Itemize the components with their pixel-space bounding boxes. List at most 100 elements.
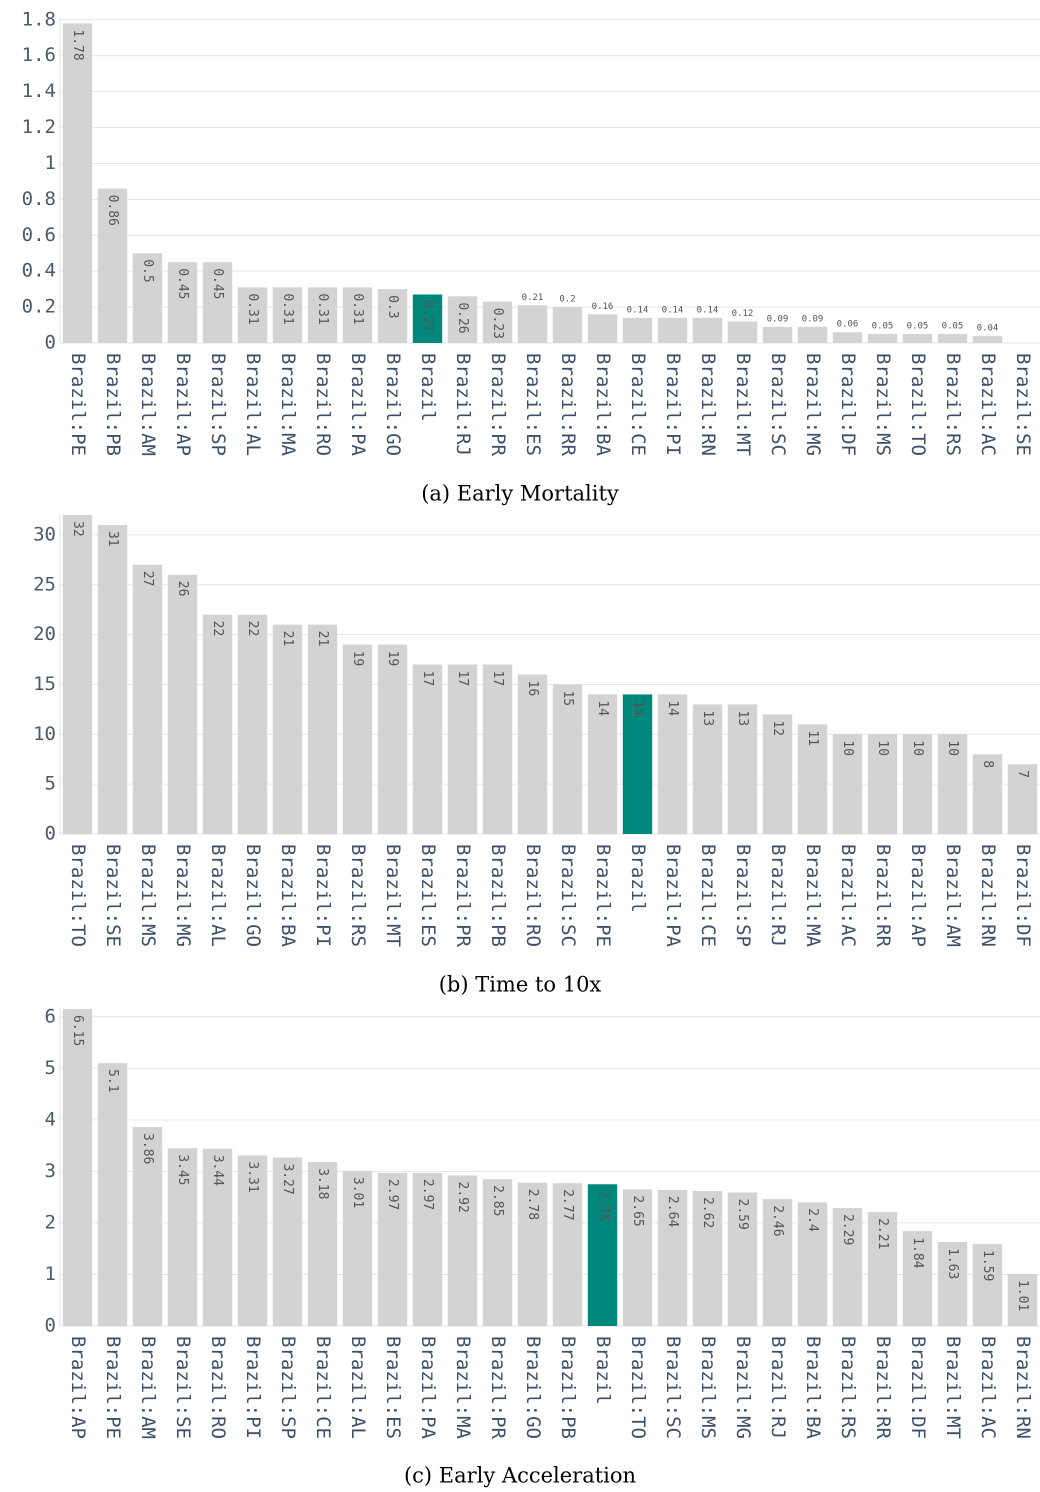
bar: [692, 1190, 723, 1326]
bar: [692, 317, 723, 343]
value-label: 0.14: [662, 305, 684, 315]
value-label: 0.2: [559, 295, 575, 305]
bar: [727, 704, 758, 834]
x-tick-label: Brazil:MA: [277, 353, 299, 457]
x-tick-label: Brazil:SP: [732, 844, 754, 947]
x-tick-label: Brazil:MG: [802, 353, 824, 456]
x-tick-label: Brazil:RJ: [452, 353, 474, 456]
x-tick-label: Brazil:AC: [977, 353, 999, 456]
bar: [797, 724, 828, 834]
value-label: 19: [350, 651, 365, 667]
y-tick-label: 3: [45, 1160, 56, 1182]
y-tick-label: 0: [45, 1315, 56, 1337]
x-tick-label: Brazil:CE: [312, 1336, 334, 1439]
bar: [797, 1202, 828, 1326]
value-label: 3.44: [210, 1155, 225, 1186]
bar: [972, 335, 1003, 343]
bar: [97, 188, 128, 343]
x-tick-label: Brazil:AP: [67, 1336, 89, 1439]
x-tick-label: Brazil:MG: [172, 844, 194, 947]
value-label: 14: [595, 700, 610, 716]
x-tick-label: Brazil:RN: [697, 353, 719, 456]
bar: [902, 334, 933, 343]
x-tick-label: Brazil:AM: [137, 1336, 159, 1439]
bar: [517, 674, 548, 834]
caption: (c) Early Acceleration: [404, 1464, 636, 1488]
value-label: 1.59: [980, 1250, 995, 1281]
x-tick-label: Brazil:TO: [67, 844, 89, 947]
bar: [937, 734, 968, 834]
y-tick-label: 1: [45, 1263, 56, 1285]
value-label: 2.92: [455, 1182, 470, 1213]
x-tick-label: Brazil:AL: [242, 353, 264, 456]
bar: [97, 524, 128, 834]
x-tick-label: Brazil: [627, 844, 649, 913]
bar: [412, 664, 443, 834]
x-tick-label: Brazil:PI: [662, 353, 684, 456]
value-label: 10: [910, 740, 925, 756]
y-tick-label: 1.8: [22, 8, 56, 30]
value-label: 3.27: [280, 1163, 295, 1194]
bar: [237, 287, 268, 343]
bar: [832, 332, 863, 343]
value-label: 3.31: [245, 1161, 260, 1192]
value-label: 22: [245, 621, 260, 637]
y-tick-label: 1: [45, 152, 56, 174]
x-tick-label: Brazil:ES: [522, 353, 544, 456]
y-tick-label: 0.2: [22, 296, 56, 318]
bar: [307, 287, 338, 343]
value-label: 0.45: [175, 268, 190, 299]
x-tick-label: Brazil:AP: [907, 844, 929, 947]
bar: [62, 514, 93, 834]
x-tick-label: Brazil:GO: [382, 353, 404, 456]
bar: [307, 1162, 338, 1326]
value-label: 0.5: [140, 259, 155, 282]
value-label: 0.26: [455, 302, 470, 333]
x-tick-label: Brazil:RN: [977, 844, 999, 947]
y-tick-label: 0: [45, 823, 56, 845]
bar: [762, 1199, 793, 1326]
x-tick-label: Brazil:DF: [1012, 844, 1034, 947]
bar: [657, 317, 688, 343]
value-label: 1.84: [910, 1237, 925, 1268]
value-label: 12: [770, 720, 785, 736]
value-label: 3.45: [175, 1154, 190, 1185]
y-tick-label: 25: [33, 573, 56, 595]
value-label: 0.05: [942, 322, 964, 332]
x-tick-label: Brazil:CE: [627, 353, 649, 456]
y-tick-label: 15: [33, 673, 56, 695]
x-tick-label: Brazil: [592, 1336, 614, 1405]
bar: [272, 287, 303, 343]
value-label: 2.97: [420, 1179, 435, 1210]
x-tick-label: Brazil:AM: [137, 353, 159, 456]
value-label: 0.16: [592, 302, 614, 312]
value-label: 0.86: [105, 195, 120, 226]
bar: [412, 294, 443, 343]
value-label: 2.75: [595, 1190, 610, 1221]
bar: [132, 1127, 163, 1326]
x-tick-label: Brazil:PR: [487, 353, 509, 457]
x-tick-label: Brazil:CE: [697, 844, 719, 947]
x-tick-label: Brazil:PA: [662, 844, 684, 948]
value-label: 21: [280, 631, 295, 647]
y-tick-label: 2: [45, 1211, 56, 1233]
value-label: 2.62: [700, 1197, 715, 1228]
value-label: 19: [385, 651, 400, 667]
bar: [622, 317, 653, 343]
bar: [867, 1212, 898, 1326]
x-tick-label: Brazil:PR: [452, 844, 474, 948]
value-label: 2.4: [805, 1208, 820, 1232]
x-tick-label: Brazil:MA: [452, 1336, 474, 1440]
x-tick-label: Brazil:RJ: [767, 1336, 789, 1439]
x-tick-label: Brazil:GO: [522, 1336, 544, 1439]
bar: [762, 714, 793, 834]
bar: [342, 644, 373, 834]
value-label: 0.09: [802, 314, 824, 324]
bar: [167, 1148, 198, 1326]
y-tick-label: 1.6: [22, 44, 56, 66]
x-tick-label: Brazil:RO: [312, 353, 334, 456]
bar-chart: 0 5 10 15 20 25 30 Brazil:TO 32 Brazil:SE 31 Brazil…: [33, 513, 1040, 997]
value-label: 0.09: [767, 314, 789, 324]
bar: [867, 734, 898, 834]
value-label: 17: [420, 671, 435, 687]
